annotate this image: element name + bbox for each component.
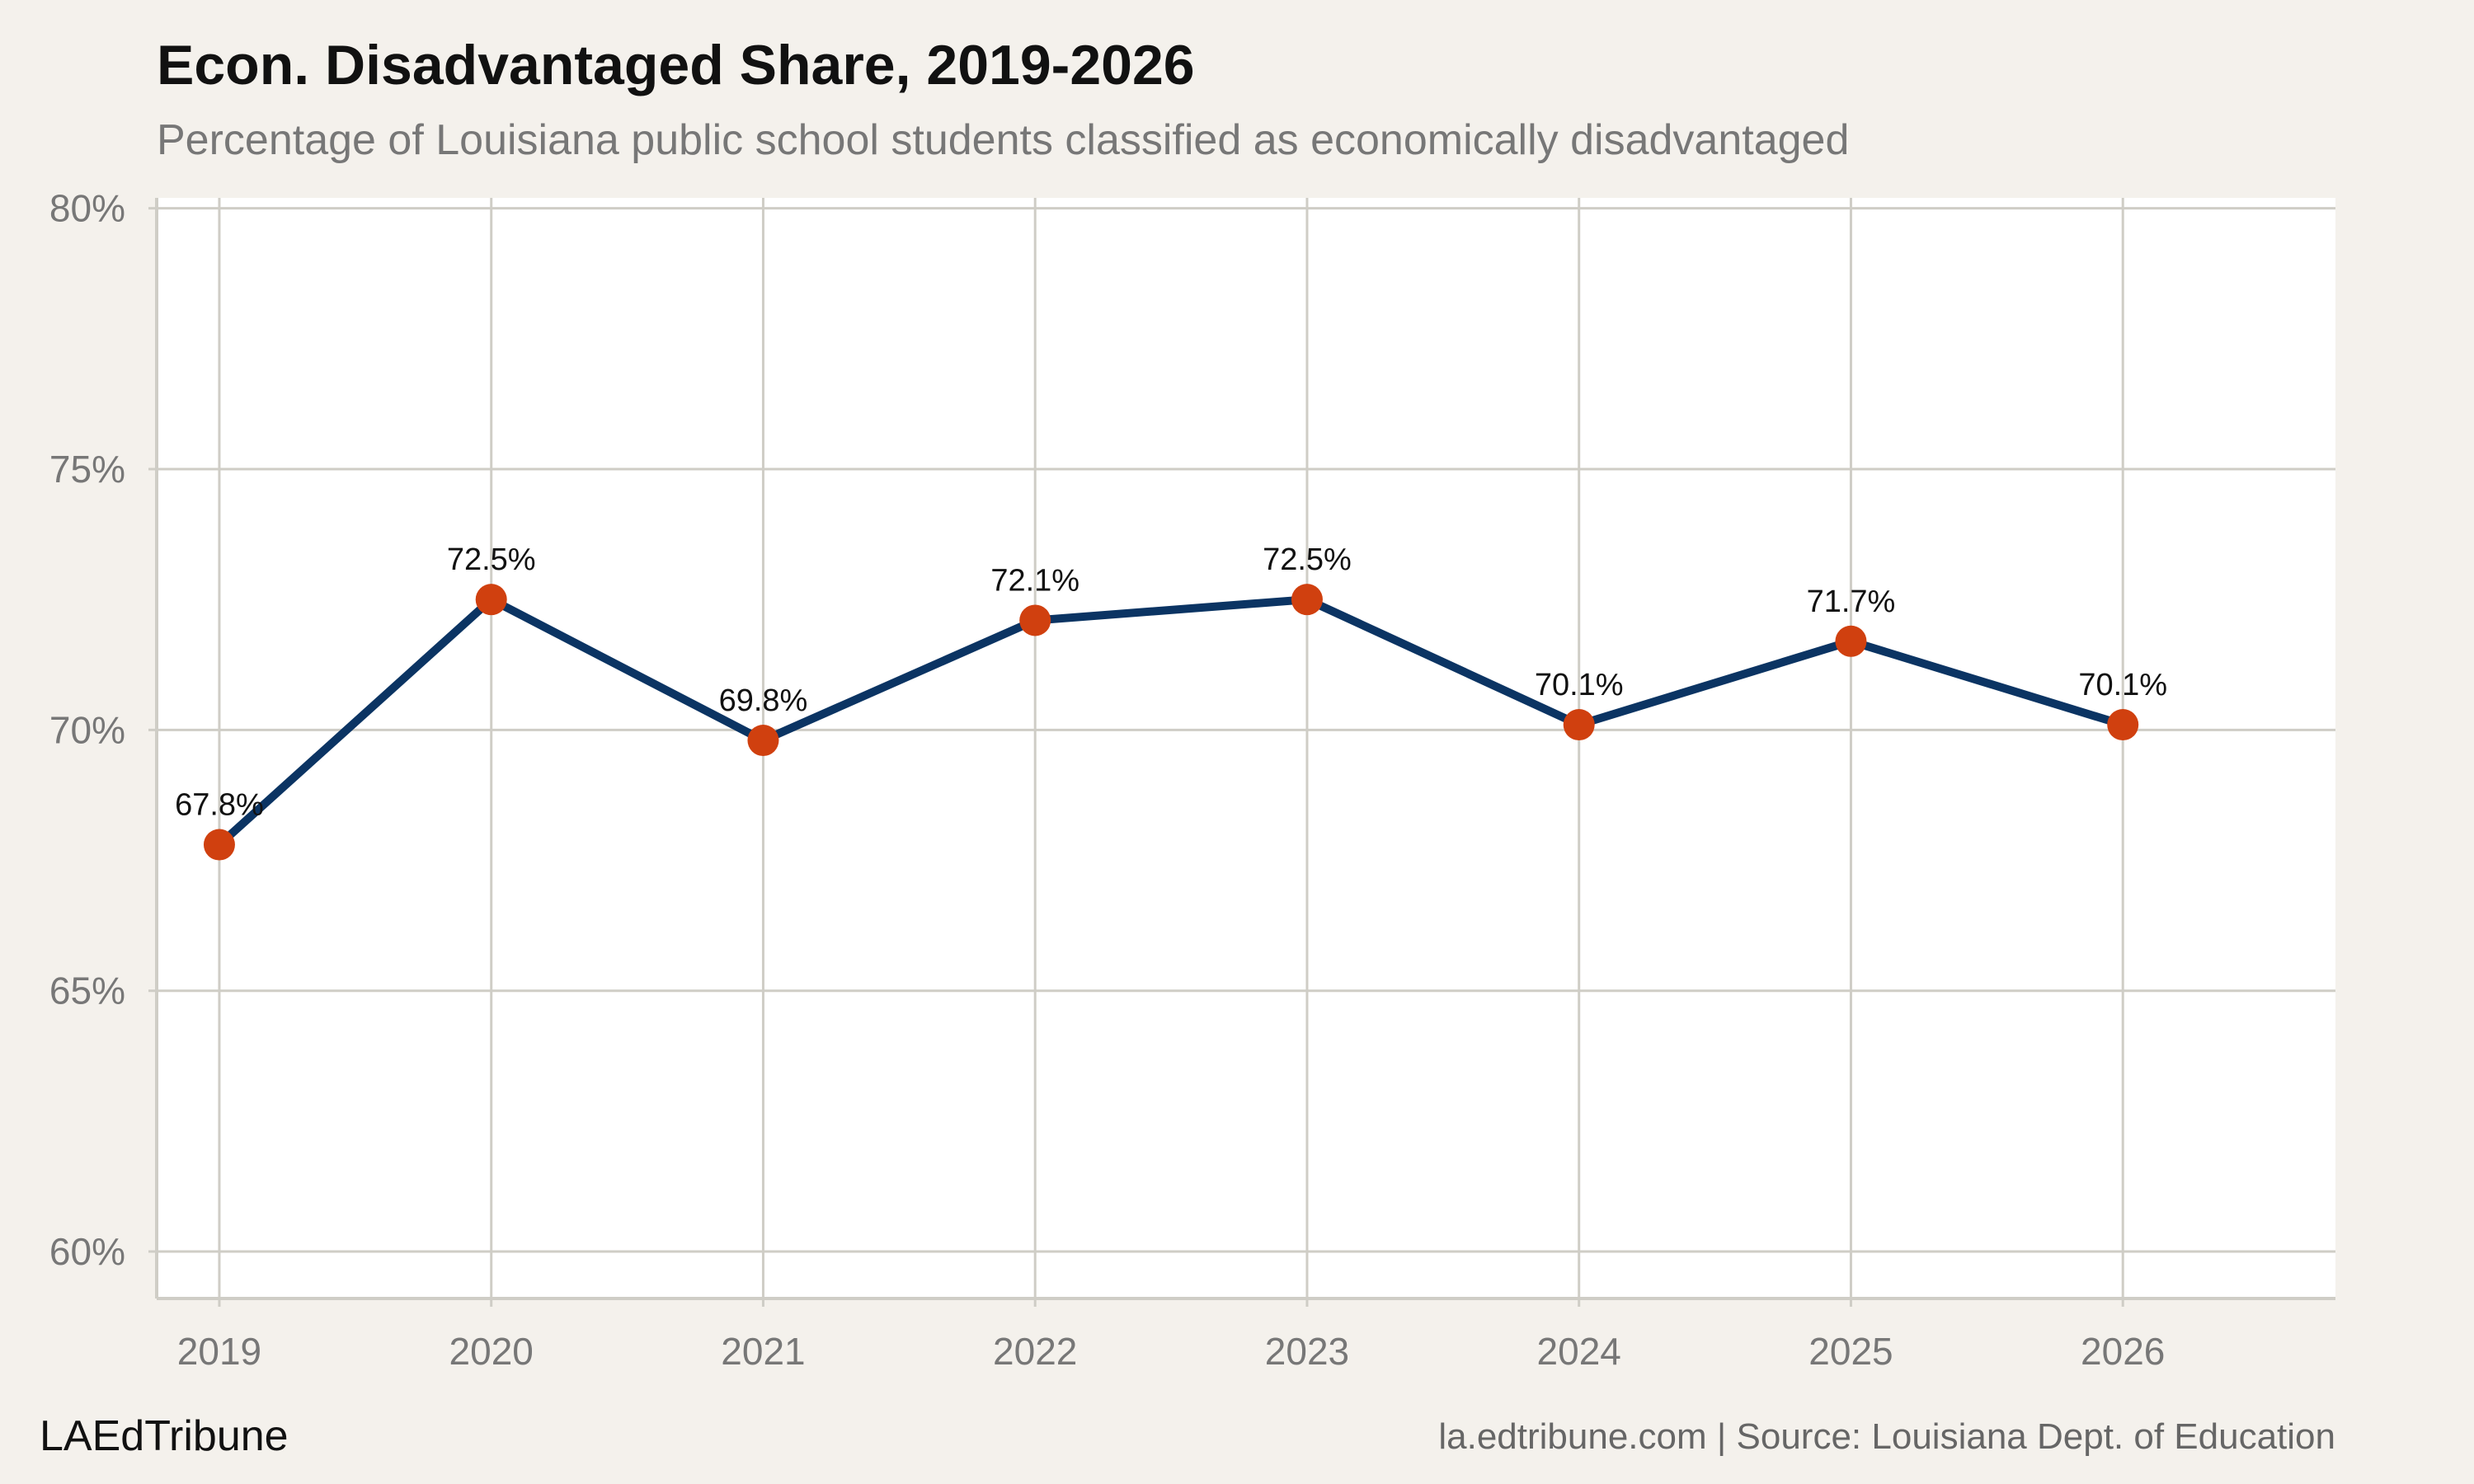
data-point [2107, 709, 2139, 741]
x-tick-label: 2026 [2081, 1330, 2165, 1373]
data-label: 69.8% [719, 683, 808, 718]
data-label: 67.8% [175, 788, 264, 823]
brand-logo-text: LAEdTribune [40, 1412, 289, 1460]
data-point [203, 829, 235, 861]
x-tick-label: 2020 [449, 1330, 534, 1373]
y-tick-label: 60% [49, 1230, 125, 1273]
plot-area [157, 198, 2335, 1298]
chart-title: Econ. Disadvantaged Share, 2019-2026 [157, 34, 1195, 96]
y-tick-label: 65% [49, 970, 125, 1012]
data-point [1835, 625, 1867, 657]
data-label: 72.1% [990, 563, 1079, 598]
data-label: 72.5% [447, 542, 536, 577]
series-line [214, 595, 2128, 849]
data-label: 70.1% [1535, 668, 1624, 702]
x-tick-label: 2021 [721, 1330, 805, 1373]
x-tick-label: 2023 [1265, 1330, 1349, 1373]
y-tick-label: 80% [49, 187, 125, 230]
x-tick-label: 2024 [1537, 1330, 1621, 1373]
data-label: 72.5% [1263, 542, 1352, 577]
data-point [1019, 604, 1051, 636]
source-note: la.edtribune.com | Source: Louisiana Dep… [1438, 1416, 2335, 1457]
y-tick-label: 70% [49, 708, 125, 751]
chart-subtitle: Percentage of Louisiana public school st… [157, 116, 1850, 164]
data-point [1563, 709, 1595, 741]
y-tick-label: 75% [49, 448, 125, 491]
x-tick-label: 2025 [1808, 1330, 1893, 1373]
x-tick-label: 2022 [993, 1330, 1077, 1373]
data-label: 71.7% [1807, 585, 1896, 619]
data-point [1291, 584, 1323, 616]
data-point [747, 725, 779, 757]
data-point [475, 584, 507, 616]
x-tick-label: 2019 [177, 1330, 261, 1373]
data-label: 70.1% [2078, 668, 2167, 702]
